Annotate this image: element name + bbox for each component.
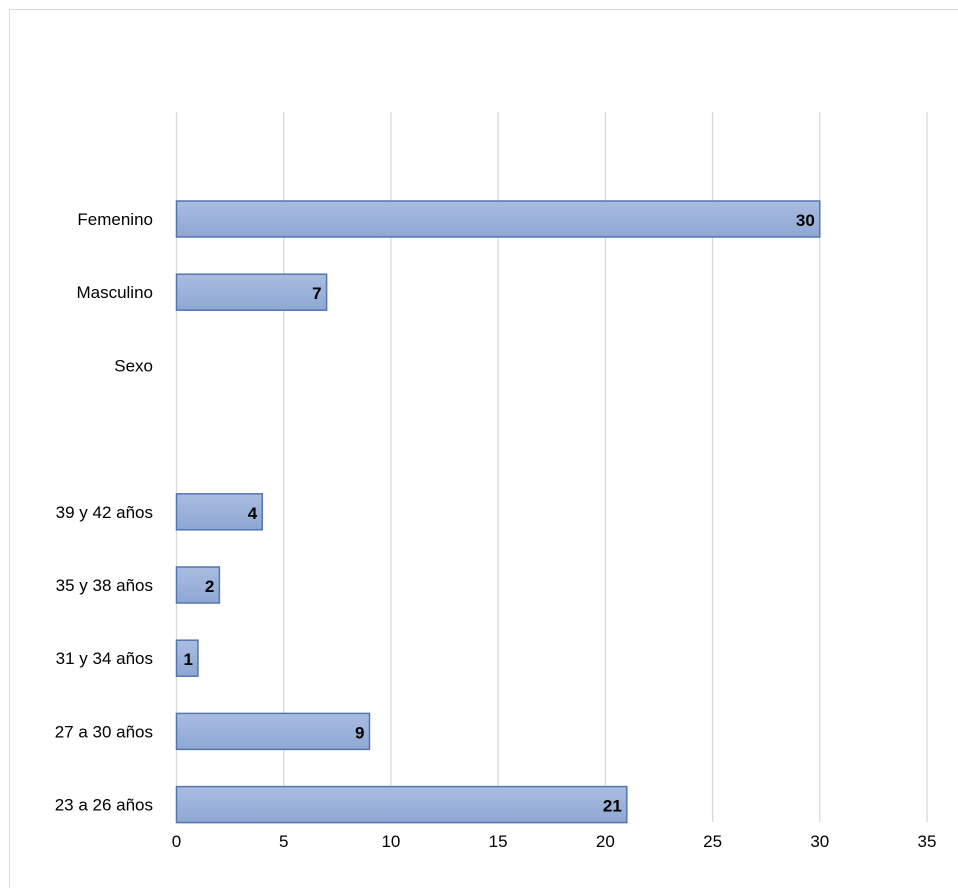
data-label-35-y-38-anos: 2 (205, 577, 214, 596)
category-label-23-a-26-anos: 23 a 26 años (55, 796, 153, 815)
x-tick-label-35: 35 (918, 832, 937, 851)
data-label-31-y-34-anos: 1 (183, 650, 192, 669)
category-label-39-y-42-anos: 39 y 42 años (56, 503, 153, 522)
bar-27-a-30-anos (177, 713, 370, 749)
bar-femenino (177, 201, 820, 237)
chart-border (10, 10, 958, 889)
category-label-35-y-38-anos: 35 y 38 años (56, 576, 153, 595)
bar-23-a-26-anos (177, 787, 627, 823)
x-tick-label-30: 30 (810, 832, 829, 851)
x-tick-label-25: 25 (703, 832, 722, 851)
x-tick-label-10: 10 (381, 832, 400, 851)
category-label-27-a-30-anos: 27 a 30 años (55, 722, 153, 741)
category-label-femenino: Femenino (77, 210, 153, 229)
bar-masculino (177, 274, 327, 310)
x-tick-label-15: 15 (489, 832, 508, 851)
x-tick-label-5: 5 (279, 832, 288, 851)
data-label-27-a-30-anos: 9 (355, 723, 364, 742)
category-label-31-y-34-anos: 31 y 34 años (56, 649, 153, 668)
x-tick-label-20: 20 (596, 832, 615, 851)
x-tick-label-0: 0 (172, 832, 181, 851)
data-label-39-y-42-anos: 4 (248, 504, 258, 523)
category-label-masculino: Masculino (76, 283, 153, 302)
category-label-sexo: Sexo (114, 356, 153, 375)
data-label-23-a-26-anos: 21 (603, 797, 622, 816)
data-label-masculino: 7 (312, 284, 321, 303)
data-label-femenino: 30 (796, 211, 815, 230)
